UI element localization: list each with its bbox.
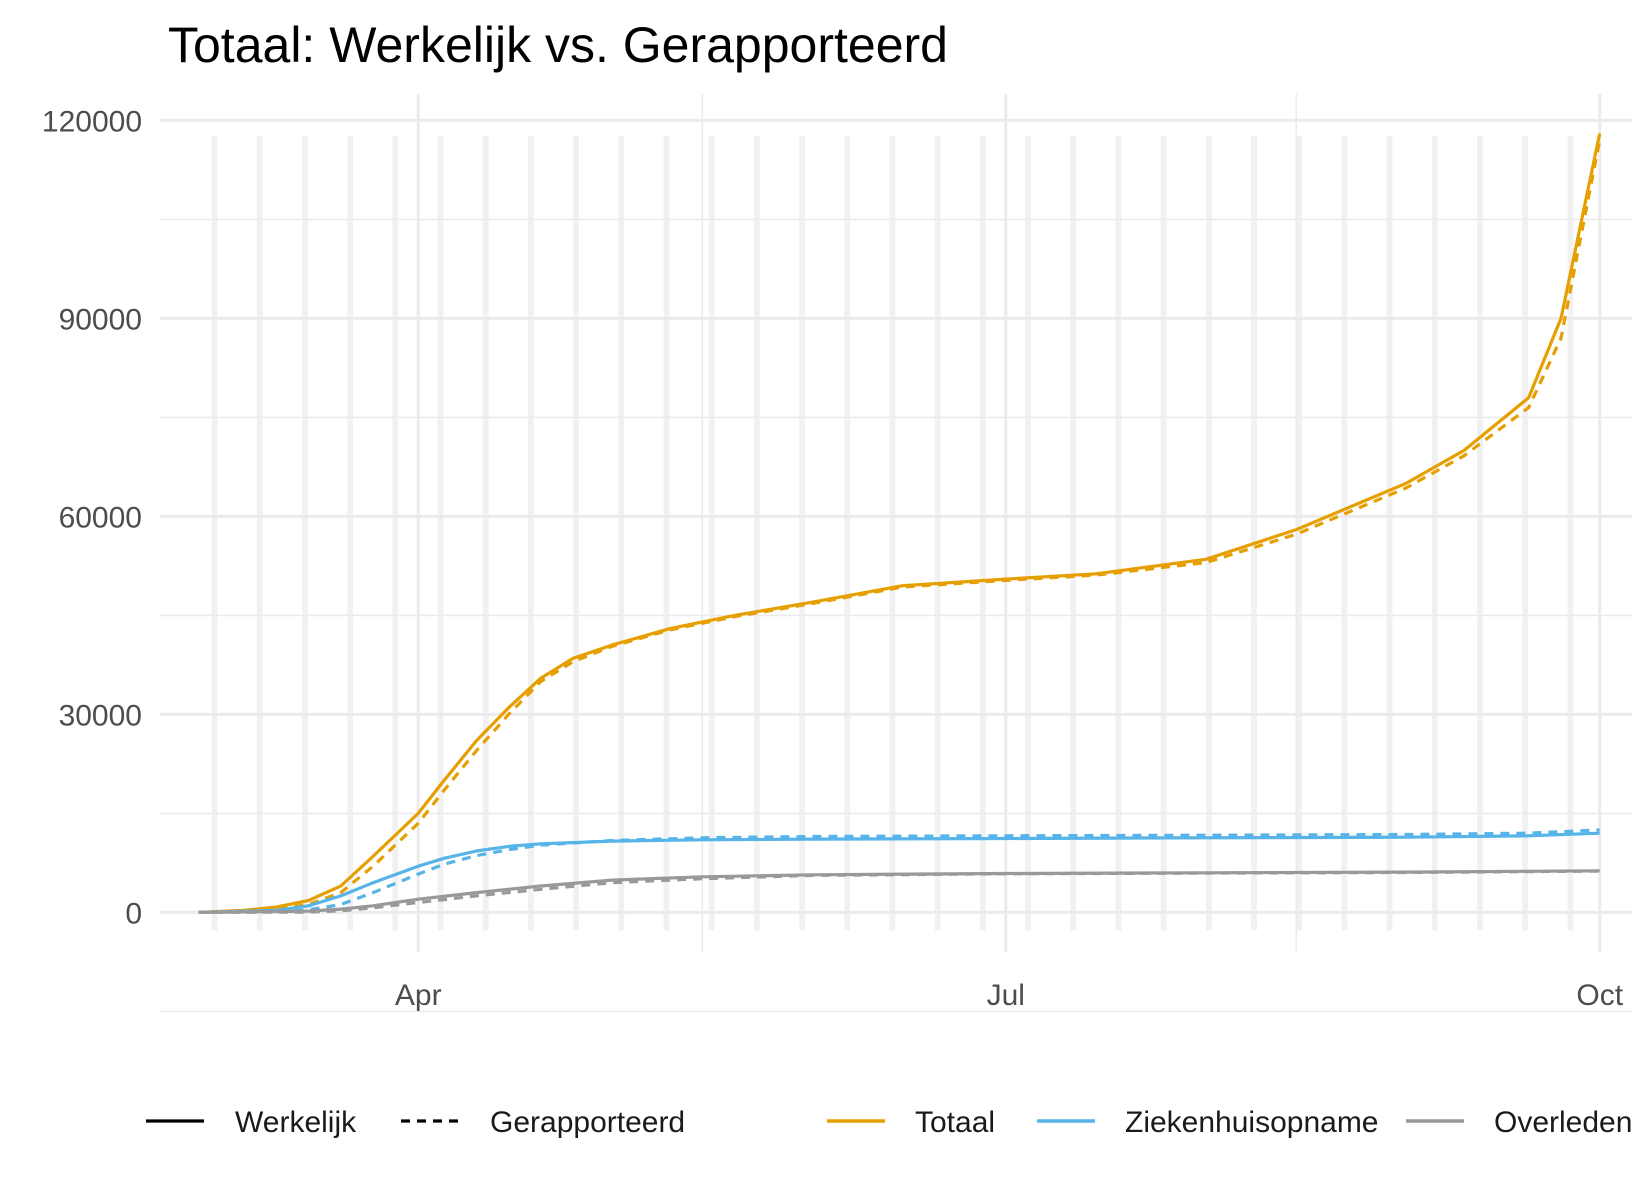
x-axis: Apr Jul Oct bbox=[395, 979, 1624, 1012]
weekend-band bbox=[663, 136, 670, 931]
series-lines bbox=[198, 133, 1602, 915]
weekend-band bbox=[1025, 136, 1031, 931]
series-line-totaal-gerapporteerd bbox=[198, 139, 1602, 914]
weekend-band bbox=[753, 136, 760, 931]
legend-label: Totaal bbox=[915, 1106, 995, 1139]
weekend-band bbox=[1386, 136, 1393, 931]
y-tick-label: 30000 bbox=[59, 699, 142, 732]
weekend-band bbox=[844, 136, 851, 931]
weekend-band bbox=[979, 136, 986, 931]
legend-label: Overleden bbox=[1494, 1106, 1632, 1139]
grid-lines bbox=[160, 94, 1632, 1013]
weekend-band bbox=[1160, 136, 1167, 931]
weekend-band bbox=[708, 136, 715, 931]
weekend-band bbox=[1070, 136, 1077, 931]
weekend-band bbox=[347, 136, 354, 931]
y-axis: 0 30000 60000 90000 120000 bbox=[42, 105, 142, 930]
x-tick-label: Apr bbox=[395, 979, 442, 1012]
legend-label: Gerapporteerd bbox=[490, 1106, 685, 1139]
weekend-band bbox=[1341, 136, 1348, 931]
weekend-band bbox=[889, 136, 896, 931]
series-line-overleden-gerapporteerd bbox=[198, 869, 1600, 915]
y-tick-label: 60000 bbox=[59, 501, 142, 534]
weekend-band bbox=[799, 136, 805, 931]
weekend-band bbox=[211, 136, 218, 931]
legend: Werkelijk Gerapporteerd Totaal Ziekenhuisop… bbox=[146, 1106, 1632, 1139]
legend-label: Werkelijk bbox=[235, 1106, 357, 1139]
chart-title: Totaal: Werkelijk vs. Gerapporteerd bbox=[168, 17, 948, 73]
series-line-overleden-werkelijk bbox=[198, 869, 1600, 914]
weekend-band bbox=[392, 136, 399, 931]
weekend-band bbox=[1567, 136, 1574, 931]
weekend-band bbox=[1431, 136, 1438, 931]
weekend-band bbox=[934, 136, 941, 931]
weekend-band bbox=[1296, 136, 1303, 931]
x-tick-label: Oct bbox=[1576, 979, 1623, 1012]
weekend-band bbox=[482, 136, 489, 931]
series-line-ziekenhuisopname-werkelijk bbox=[198, 831, 1600, 914]
weekend-band bbox=[1115, 136, 1122, 931]
y-tick-label: 120000 bbox=[42, 105, 142, 138]
weekend-band bbox=[1522, 136, 1529, 931]
x-tick-label: Jul bbox=[987, 979, 1025, 1012]
weekend-band bbox=[302, 136, 308, 931]
legend-label: Ziekenhuisopname bbox=[1125, 1106, 1379, 1139]
weekend-band bbox=[573, 136, 580, 931]
y-tick-label: 90000 bbox=[59, 303, 142, 336]
weekend-band bbox=[528, 136, 534, 931]
weekend-shading bbox=[211, 136, 1574, 931]
weekend-band bbox=[618, 136, 625, 931]
weekend-band bbox=[1205, 136, 1212, 931]
y-tick-label: 0 bbox=[125, 897, 142, 930]
weekend-band bbox=[1251, 136, 1257, 931]
weekend-band bbox=[1477, 136, 1483, 931]
weekend-band bbox=[437, 136, 444, 931]
weekend-band bbox=[256, 136, 263, 931]
